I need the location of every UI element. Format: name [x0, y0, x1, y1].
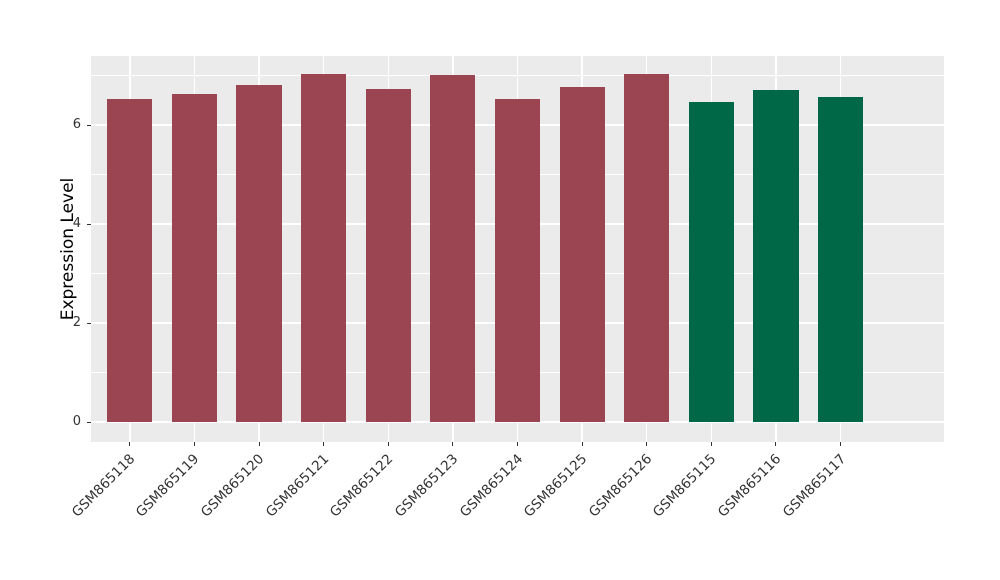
bar-GSM865118 — [107, 98, 153, 423]
bar-GSM865117 — [817, 97, 864, 423]
x-tick-mark-GSM865118 — [129, 442, 131, 446]
y-tick-label-6: 6 — [72, 117, 81, 133]
y-tick-mark-4 — [87, 223, 91, 225]
x-tick-label-GSM865123: GSM865123 — [391, 451, 462, 521]
bar-GSM865123 — [430, 75, 476, 423]
x-tick-label-GSM865122: GSM865122 — [327, 451, 397, 521]
bar-GSM865125 — [559, 87, 605, 423]
plot-panel — [91, 56, 944, 442]
x-tick-label-GSM865121: GSM865121 — [262, 451, 332, 521]
x-tick-mark-GSM865123 — [452, 442, 454, 446]
y-tick-label-0: 0 — [72, 414, 81, 430]
x-tick-mark-GSM865126 — [646, 442, 648, 446]
x-tick-label-GSM865125: GSM865125 — [520, 451, 591, 521]
bar-GSM865119 — [171, 93, 217, 423]
bar-GSM865124 — [494, 98, 541, 423]
y-tick-mark-2 — [87, 322, 91, 324]
x-tick-mark-GSM865120 — [258, 442, 260, 446]
bar-GSM865115 — [688, 101, 734, 423]
x-tick-mark-GSM865116 — [775, 442, 777, 446]
x-tick-label-GSM865118: GSM865118 — [68, 451, 139, 521]
y-tick-label-2: 2 — [72, 315, 81, 331]
bar-GSM865116 — [753, 89, 799, 423]
y-tick-mark-6 — [87, 124, 91, 126]
bar-GSM865126 — [624, 74, 670, 423]
bar-GSM865122 — [365, 88, 411, 423]
bar-GSM865120 — [236, 84, 282, 423]
x-tick-mark-GSM865124 — [517, 442, 518, 446]
y-axis-title: Expression Level — [58, 177, 78, 321]
x-tick-label-GSM865120: GSM865120 — [197, 451, 268, 521]
x-tick-label-GSM865115: GSM865115 — [650, 451, 720, 521]
y-tick-label-4: 4 — [72, 216, 81, 232]
x-tick-mark-GSM865117 — [840, 442, 842, 446]
x-tick-label-GSM865124: GSM865124 — [456, 451, 526, 521]
x-tick-mark-GSM865122 — [387, 442, 389, 446]
y-tick-mark-0 — [87, 421, 91, 423]
x-tick-mark-GSM865121 — [323, 442, 325, 446]
x-tick-mark-GSM865115 — [710, 442, 712, 446]
x-tick-mark-GSM865119 — [193, 442, 195, 446]
x-tick-label-GSM865126: GSM865126 — [585, 451, 656, 521]
x-tick-mark-GSM865125 — [581, 442, 583, 446]
x-tick-label-GSM865119: GSM865119 — [133, 451, 203, 521]
x-tick-label-GSM865116: GSM865116 — [714, 451, 785, 521]
bar-GSM865121 — [301, 74, 347, 423]
x-tick-label-GSM865117: GSM865117 — [779, 451, 849, 521]
